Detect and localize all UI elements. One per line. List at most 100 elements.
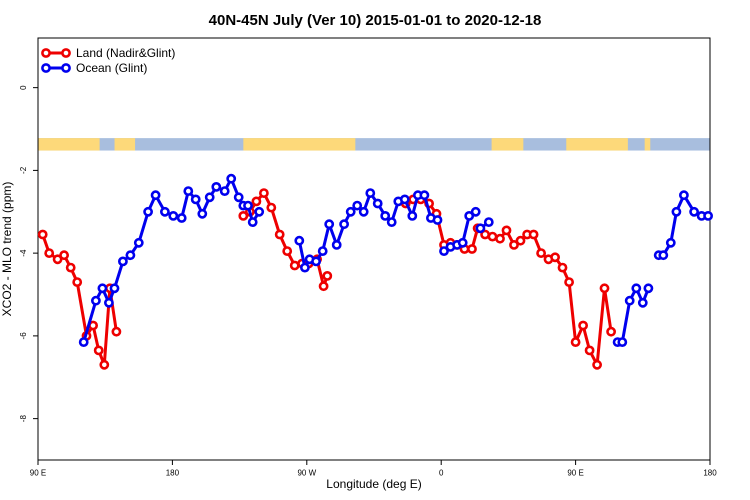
land-series-point: [487, 231, 498, 242]
ocean-series-point: [317, 246, 328, 256]
land-series-point: [65, 262, 76, 273]
y-tick-label: -6: [19, 332, 28, 340]
ocean-series-point: [352, 200, 363, 211]
y-tick-label: -8: [19, 415, 28, 423]
land-series-point: [93, 345, 104, 356]
ocean-series-point: [91, 295, 101, 306]
ocean-series-point: [631, 283, 642, 294]
ocean-series-point: [299, 262, 310, 273]
ocean-series-point: [331, 239, 342, 250]
land-series-point: [44, 248, 55, 258]
x-tick-label: 90 E: [30, 469, 46, 478]
land-series-point: [606, 326, 616, 337]
legend-swatch-point: [61, 48, 71, 58]
ocean-series-point: [419, 190, 430, 201]
ocean-series-point: [380, 210, 391, 221]
legend-swatch-point: [41, 48, 51, 58]
ocean-series-point: [97, 283, 108, 294]
land-band: [644, 138, 651, 151]
ocean-series-point: [197, 208, 208, 219]
ocean-series-point: [243, 200, 253, 211]
ocean-series-point: [624, 295, 635, 306]
land-series-point: [557, 262, 568, 273]
ocean-series-point: [254, 206, 265, 217]
x-tick-label: 90 W: [297, 469, 316, 478]
land-band: [114, 138, 136, 151]
land-series-point: [584, 345, 595, 356]
ocean-series-point: [658, 250, 669, 261]
ocean-series-point: [104, 297, 114, 308]
legend-label: Land (Nadir&Glint): [76, 46, 175, 60]
ocean-series-point: [439, 246, 449, 256]
land-series-point: [570, 337, 581, 347]
x-axis: 90 E 180 90 W 0 90 E 180: [30, 460, 717, 478]
x-tick-label: 180: [166, 469, 180, 478]
ocean-series-point: [689, 206, 699, 217]
ocean-series-point: [339, 219, 349, 230]
ocean-series-line: [617, 286, 650, 344]
ocean-series-point: [470, 206, 481, 217]
land-series-point: [59, 250, 69, 261]
ocean-series-point: [118, 256, 128, 267]
ocean-series-point: [358, 206, 369, 217]
ocean-series-point: [665, 237, 676, 248]
land-band: [243, 138, 356, 151]
plot-frame: [37, 37, 711, 461]
x-axis-label: Longitude (deg E): [326, 477, 421, 491]
ocean-series-point: [211, 181, 222, 192]
land-series-point: [318, 281, 329, 292]
y-tick-label: 0: [19, 85, 28, 90]
ocean-series-point: [143, 206, 153, 217]
ocean-series-point: [703, 210, 713, 221]
land-band: [566, 138, 628, 151]
land-series-line: [242, 191, 329, 288]
series-layer: [37, 173, 713, 370]
land-series-point: [509, 239, 519, 250]
land-series-point: [266, 202, 277, 213]
land-series-point: [72, 277, 83, 287]
land-band: [491, 138, 524, 151]
ocean-series-point: [204, 192, 215, 203]
legend-swatch-point: [61, 63, 71, 73]
y-axis-label: XCO2 - MLO trend (ppm): [0, 182, 14, 317]
ocean-series-point: [483, 217, 494, 227]
land-series-point: [599, 283, 610, 294]
ocean-series-point: [294, 235, 305, 246]
ocean-series-point: [168, 210, 179, 221]
land-series-point: [495, 233, 505, 244]
ocean-series-point: [407, 210, 418, 221]
land-series-point: [282, 246, 293, 256]
y-axis: 0 -2 -4 -6 -8: [19, 85, 38, 422]
ocean-series-point: [219, 186, 230, 196]
ocean-series-point: [386, 217, 397, 227]
ocean-series-point: [345, 206, 356, 217]
ocean-series-point: [226, 173, 237, 184]
land-series-point: [37, 229, 48, 240]
x-tick-label: 0: [439, 469, 444, 478]
ocean-band: [38, 138, 710, 151]
land-series-point: [501, 225, 512, 236]
land-series-point: [467, 244, 477, 254]
land-ocean-strip: [38, 138, 710, 151]
ocean-series-point: [78, 337, 89, 347]
ocean-series-point: [150, 190, 161, 201]
land-series-point: [564, 277, 574, 287]
ocean-series-point: [365, 188, 376, 198]
land-series-point: [322, 270, 333, 281]
ocean-series-point: [190, 194, 201, 205]
land-series-point: [52, 254, 63, 265]
ocean-series-point: [247, 217, 258, 227]
y-tick-label: -4: [19, 249, 28, 257]
ocean-series-point: [311, 256, 321, 267]
land-series-point: [536, 248, 546, 258]
ocean-series-point: [133, 237, 144, 248]
ocean-series-point: [671, 206, 682, 217]
legend: Land (Nadir&Glint)Ocean (Glint): [41, 46, 175, 75]
ocean-series-point: [324, 219, 335, 230]
legend-label: Ocean (Glint): [76, 61, 147, 75]
land-series-point: [238, 210, 249, 221]
ocean-series-point: [643, 283, 654, 294]
ocean-series-point: [457, 237, 468, 248]
legend-swatch-point: [41, 63, 51, 73]
